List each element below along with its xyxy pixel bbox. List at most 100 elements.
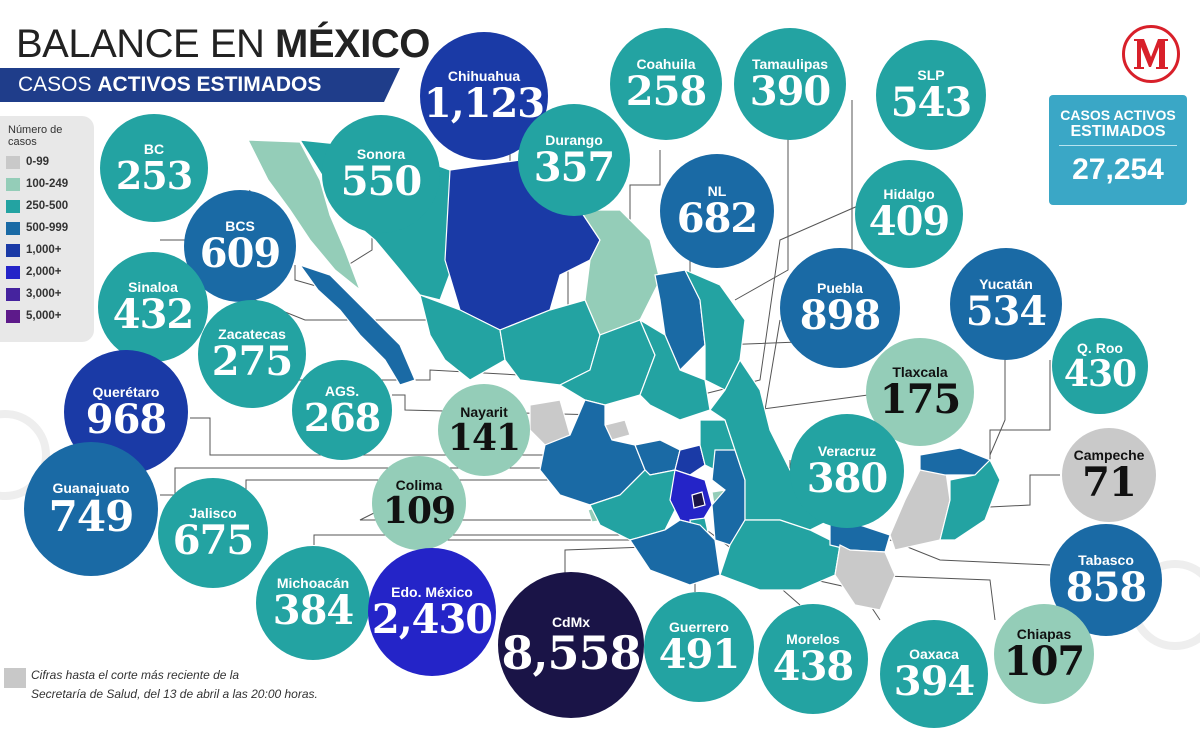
bubble-sonora: Sonora 550 — [322, 115, 440, 233]
legend-swatch — [6, 310, 20, 323]
state-name: Veracruz — [817, 443, 877, 459]
bubble-bc: BC 253 — [100, 114, 208, 222]
legend-swatch — [6, 244, 20, 257]
state-name: Tlaxcala — [892, 364, 948, 380]
bubble-tamaulipas: Tamaulipas 390 — [734, 28, 846, 140]
state-value: 394 — [893, 658, 975, 705]
state-value: 675 — [172, 517, 254, 564]
bubble-coahuila: Coahuila 258 — [610, 28, 722, 140]
state-value: 1,123 — [423, 80, 545, 127]
bubble-nayarit: Nayarit 141 — [438, 384, 530, 476]
state-value: 268 — [303, 395, 381, 440]
state-bcs — [298, 263, 416, 386]
state-sinaloa — [419, 294, 506, 381]
state-oaxaca — [719, 519, 841, 591]
state-name: Chiapas — [1016, 626, 1072, 642]
state-value: 8,558 — [501, 626, 641, 680]
legend-item: 250-500 — [6, 198, 92, 214]
state-name: Edo. México — [391, 584, 473, 600]
state-queretaro — [674, 444, 706, 476]
bubble-qroo: Q. Roo 430 — [1052, 318, 1148, 414]
state-name: BC — [143, 141, 165, 157]
page-title: BALANCE EN MÉXICO — [16, 22, 430, 67]
bubble-guerrero: Guerrero 491 — [644, 592, 754, 702]
state-slp — [638, 318, 711, 421]
bubble-campeche: Campeche 71 — [1062, 428, 1156, 522]
legend: Número de casos 0-99 100-249 250-500 500… — [0, 116, 94, 342]
state-value: 107 — [1003, 638, 1085, 685]
state-name: BCS — [225, 218, 255, 234]
state-value: 175 — [879, 376, 961, 423]
legend-label: 1,000+ — [26, 244, 62, 256]
state-value: 71 — [1082, 459, 1137, 506]
legend-label: 500-999 — [26, 222, 69, 234]
state-name: Tabasco — [1078, 552, 1134, 568]
state-value: 2,430 — [371, 596, 493, 643]
legend-label: 3,000+ — [26, 288, 62, 300]
state-value: 543 — [890, 79, 972, 126]
state-name: Querétaro — [92, 384, 160, 400]
state-name: SLP — [917, 67, 945, 83]
state-name: Colima — [395, 477, 443, 493]
total-active-cases: CASOS ACTIVOS ESTIMADOS 27,254 — [1049, 95, 1187, 205]
source-note: Cifras hasta el corte más reciente de la… — [31, 666, 318, 704]
bubble-oaxaca: Oaxaca 394 — [880, 620, 988, 728]
legend-label: 2,000+ — [26, 266, 62, 278]
legend-swatch — [6, 156, 20, 169]
bubble-jalisco: Jalisco 675 — [158, 478, 268, 588]
state-value: 380 — [806, 455, 888, 502]
bubble-morelos: Morelos 438 — [758, 604, 868, 714]
state-name: Oaxaca — [909, 646, 959, 662]
bubble-slp: SLP 543 — [876, 40, 986, 150]
state-value: 858 — [1065, 564, 1147, 611]
state-guerrero — [629, 519, 721, 586]
state-name: Nayarit — [460, 404, 508, 420]
legend-item: 100-249 — [6, 176, 92, 192]
bubble-yucatan: Yucatán 534 — [950, 248, 1062, 360]
state-name: Q. Roo — [1077, 340, 1123, 356]
state-value: 141 — [447, 417, 521, 459]
bubble-zacatecas: Zacatecas 275 — [198, 300, 306, 408]
state-name: Hidalgo — [883, 186, 935, 202]
state-value: 258 — [625, 68, 707, 115]
legend-label: 5,000+ — [26, 310, 62, 322]
state-bc — [247, 139, 362, 292]
state-cdmx — [691, 491, 706, 509]
state-value: 432 — [112, 291, 194, 338]
state-name: Tamaulipas — [752, 56, 828, 72]
state-name: CdMx — [551, 614, 591, 630]
state-value: 390 — [749, 68, 831, 115]
source-note-line1: Cifras hasta el corte más reciente de la — [31, 668, 240, 682]
state-name: Coahuila — [636, 56, 696, 72]
subtitle-bold: ACTIVOS ESTIMADOS — [97, 73, 322, 96]
bubble-puebla: Puebla 898 — [780, 248, 900, 368]
state-name: Durango — [545, 132, 603, 148]
total-value: 27,254 — [1072, 153, 1164, 186]
m-logo-icon — [1134, 39, 1168, 69]
total-label-line1: CASOS ACTIVOS — [1060, 107, 1176, 123]
state-name: Campeche — [1073, 447, 1145, 463]
state-name: Michoacán — [276, 575, 350, 591]
state-value: 968 — [85, 396, 167, 443]
state-value: 491 — [658, 631, 740, 678]
legend-item: 1,000+ — [6, 242, 92, 258]
state-value: 109 — [382, 490, 456, 532]
note-marker — [4, 668, 26, 688]
bubble-colima: Colima 109 — [372, 456, 466, 550]
bubble-sinaloa: Sinaloa 432 — [98, 252, 208, 362]
legend-label: 100-249 — [26, 178, 69, 190]
legend-swatch — [6, 222, 20, 235]
state-value: 534 — [965, 288, 1047, 335]
page-subtitle: CASOS ACTIVOS ESTIMADOS — [0, 68, 400, 102]
milenio-logo — [1122, 25, 1180, 83]
bubble-durango: Durango 357 — [518, 104, 630, 216]
state-campeche — [889, 464, 951, 551]
state-name: Chihuahua — [447, 68, 521, 84]
legend-item: 3,000+ — [6, 286, 92, 302]
title-bold: MÉXICO — [275, 22, 430, 66]
legend-item: 500-999 — [6, 220, 92, 236]
total-label-line2: ESTIMADOS — [1070, 123, 1166, 140]
legend-swatch — [6, 266, 20, 279]
state-value: 430 — [1063, 353, 1137, 395]
bubble-edomex: Edo. México 2,430 — [368, 548, 496, 676]
